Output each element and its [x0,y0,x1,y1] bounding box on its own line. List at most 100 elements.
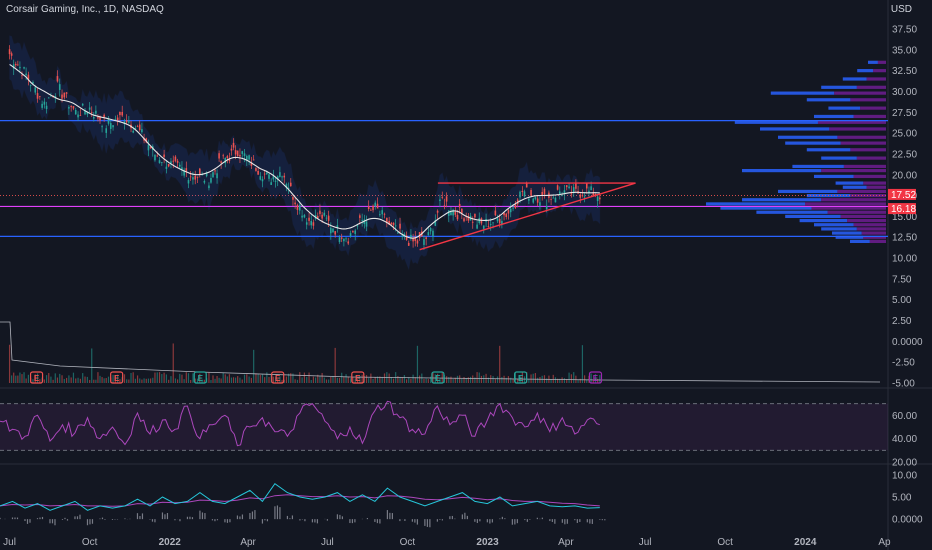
macd-histogram-bar [499,518,501,520]
macd-histogram-bar [449,516,451,520]
macd-histogram-bar [351,519,354,524]
candle-body [454,211,457,215]
candle-body [255,168,257,171]
candle-body [496,218,499,222]
candle-body [412,237,414,242]
candle-body [14,63,17,66]
rsi-line [0,400,600,447]
volume-bar [292,373,294,383]
volume-bar [226,376,228,383]
time-axis-tick: Oct [82,537,98,548]
earnings-marker [514,371,528,384]
rsi-axis-tick: 20.00 [892,458,917,469]
macd-histogram-bar [436,519,438,522]
volume-bar [23,372,25,383]
candle-body [72,106,75,109]
volume-bar [25,378,27,383]
volume-bar [419,375,421,383]
candle-body [119,111,121,116]
macd-axis-tick: 5.00 [892,493,912,504]
macd-histogram-bar [424,519,426,526]
time-axis-tick: Jul [639,537,652,548]
volume-bar [54,373,56,383]
volume-bar [285,376,288,383]
macd-histogram-bar [376,519,378,524]
volume-bar [32,379,34,383]
volume-bar [338,377,341,383]
macd-histogram-bar [86,519,89,526]
volume-bar [241,379,243,383]
candle-body [456,214,459,220]
macd-histogram-bar [241,514,244,520]
candle-body [178,164,181,167]
candle-body [432,230,434,237]
volume-bar [257,374,259,383]
volume-profile-bar [866,185,886,189]
volume-bar [554,377,557,383]
candle-body [156,155,159,157]
time-axis-tick: Oct [400,537,416,548]
macd-histogram-bar [339,514,341,520]
volume-bar [201,379,203,383]
volume-bar [13,372,15,383]
macd-histogram-bar [354,519,356,523]
candle-body [192,177,194,180]
candle-body [579,194,582,198]
candle-body [512,207,514,209]
volume-bar [401,377,403,383]
earnings-marker [351,371,365,384]
macd-histogram-bar [166,513,169,520]
macd-histogram-bar [111,519,114,520]
price-axis-tick: 2.50 [892,316,912,327]
price-label: 16.18 [891,204,916,215]
volume-bar [163,372,165,383]
macd-histogram-bar [224,519,226,523]
volume-profile-bar [805,202,886,206]
macd-histogram-bar [561,519,563,523]
candle-body [386,217,388,224]
macd-histogram-bar [11,517,14,520]
macd-histogram-bar [554,519,556,524]
macd-histogram-bar [149,519,151,520]
volume-bar [532,373,534,383]
candle-body [471,221,474,223]
volume-bar [490,375,492,383]
macd-histogram-bar [216,519,219,521]
candle-body [312,222,315,226]
macd-histogram-bar [229,519,231,523]
volume-bar [82,373,84,383]
macd-histogram-bar [454,518,456,520]
candle-body [93,116,95,119]
volume-bar [181,374,183,383]
volume-bar [345,374,347,383]
volume-bar [264,377,266,383]
volume-bar [130,372,132,383]
volume-bar [550,379,552,383]
macd-histogram-bar [186,516,189,520]
volume-bar [584,375,586,383]
volume-bar [510,377,512,383]
volume-bar [454,377,456,383]
volume-profile-bar [847,218,886,223]
volume-bar [341,372,343,383]
candle-body [210,178,212,183]
volume-bar [577,379,579,383]
volume-profile-bar [778,189,838,194]
volume-profile-bar [785,141,841,145]
volume-profile-bar [853,174,886,179]
macd-histogram-bar [416,519,418,525]
volume-bar [499,345,501,383]
macd-histogram-bar [179,519,181,522]
volume-profile-bar [821,198,886,202]
volume-bar [39,379,41,383]
earnings-marker-label: E [34,374,40,383]
volume-bar [97,372,99,383]
bollinger-band [9,35,601,271]
macd-histogram-bar [236,515,239,520]
volume-profile-bar [857,69,874,73]
candle-body [234,150,237,155]
macd-histogram-bar [91,519,94,524]
volume-bar [86,376,88,383]
candle-body [397,232,399,234]
